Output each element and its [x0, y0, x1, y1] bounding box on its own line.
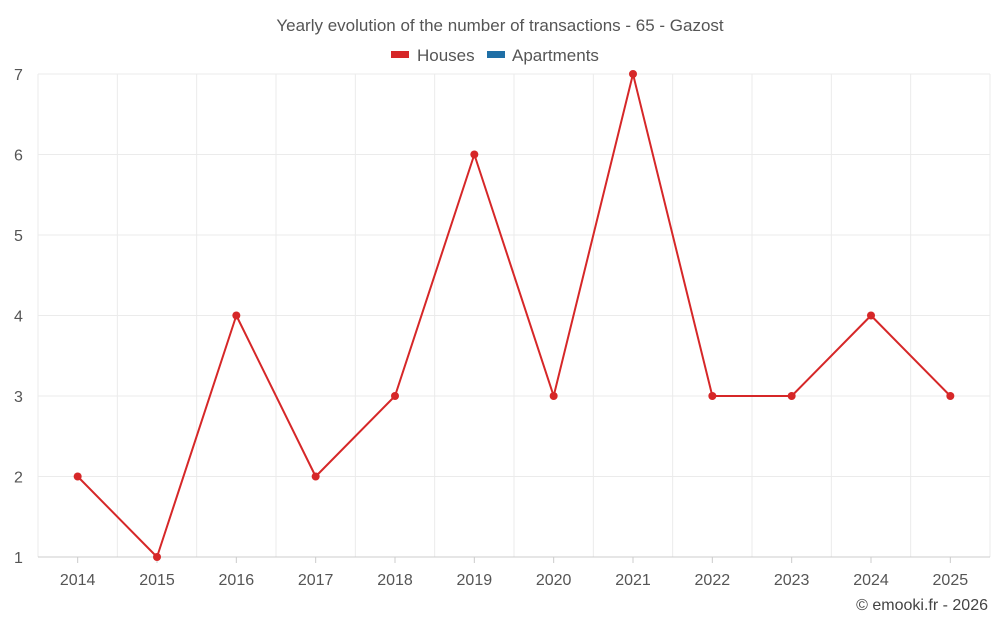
credit-text: © emooki.fr - 2026 [856, 597, 988, 614]
legend-label-houses[interactable]: Houses [417, 46, 475, 65]
y-tick-label: 2 [14, 470, 23, 487]
data-point-houses-2022[interactable] [708, 392, 717, 400]
x-tick-label: 2017 [298, 572, 334, 589]
y-tick-label: 4 [14, 309, 23, 326]
grid [37, 73, 991, 557]
x-tick-label: 2019 [457, 572, 493, 589]
x-tick-label: 2021 [615, 572, 651, 589]
chart-title: Yearly evolution of the number of transa… [276, 16, 724, 35]
series-line-houses [76, 73, 952, 558]
data-point-houses-2014[interactable] [73, 472, 82, 481]
data-point-houses-2016[interactable] [232, 311, 241, 320]
x-tick-label: 2024 [853, 572, 889, 589]
x-tick-label: 2016 [219, 572, 255, 589]
y-tick-label: 5 [14, 228, 23, 245]
y-tick-label: 3 [14, 389, 23, 406]
legend-swatch-apartments[interactable] [487, 51, 505, 58]
data-point-houses-2019[interactable] [470, 150, 479, 159]
data-point-houses-2017[interactable] [311, 472, 320, 481]
x-tick-label: 2023 [774, 572, 810, 589]
x-tick-label: 2014 [60, 572, 96, 589]
data-point-houses-2025[interactable] [946, 392, 955, 400]
y-tick-label: 1 [14, 550, 23, 567]
axes: 1 2 3 4 5 6 7 2014 2015 2016 2017 2018 2019 2020 2021 2… [14, 67, 990, 589]
data-point-houses-2021[interactable] [629, 70, 637, 78]
x-tick-label: 2018 [377, 572, 413, 589]
x-tick-label: 2015 [139, 572, 175, 589]
data-point-houses-2018[interactable] [391, 392, 399, 400]
data-point-houses-2020[interactable] [549, 392, 558, 400]
x-tick-label: 2020 [536, 572, 572, 589]
y-tick-label: 7 [14, 67, 23, 84]
legend: Houses Apartments [391, 46, 599, 65]
series-houses [73, 70, 955, 561]
x-tick-label: 2022 [695, 572, 731, 589]
data-point-houses-2024[interactable] [867, 311, 875, 320]
legend-swatch-houses[interactable] [391, 51, 409, 58]
data-point-houses-2015[interactable] [153, 553, 161, 561]
y-tick-label: 6 [14, 148, 23, 165]
data-point-houses-2023[interactable] [787, 392, 796, 400]
x-tick-label: 2025 [933, 572, 969, 589]
legend-label-apartments[interactable]: Apartments [512, 46, 599, 65]
